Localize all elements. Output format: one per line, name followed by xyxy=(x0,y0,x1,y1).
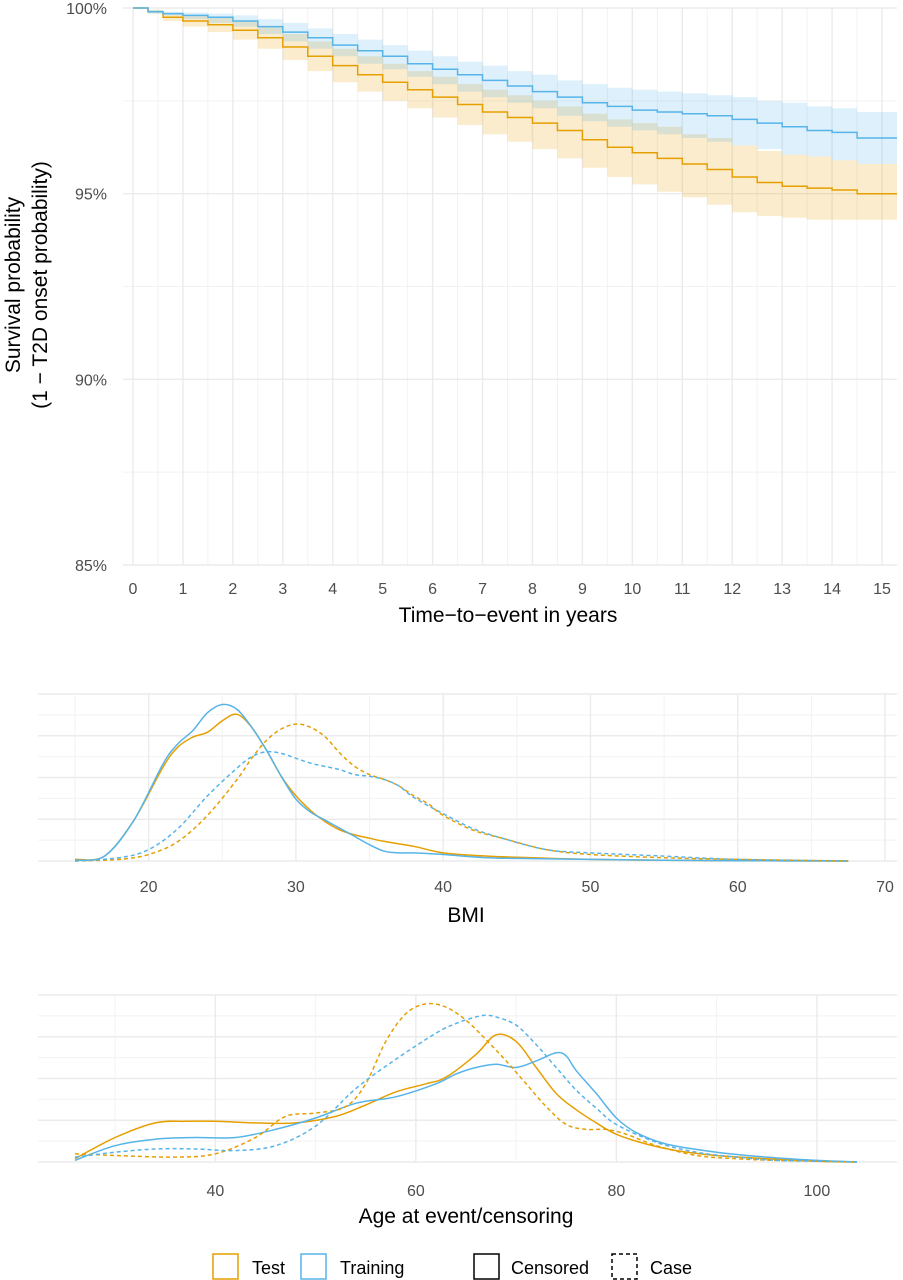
bmi-grid xyxy=(38,693,897,862)
survival-line-training xyxy=(133,7,897,139)
survival-x-tick-label: 7 xyxy=(478,581,487,598)
bmi-x-tick-label: 60 xyxy=(729,879,747,896)
legend-key-censored xyxy=(473,1253,500,1280)
survival-y-tick-label: 100% xyxy=(66,1,107,18)
legend-label-censored: Censored xyxy=(511,1258,589,1278)
bmi-x-axis-title: BMI xyxy=(447,904,484,927)
age-x-axis-title: Age at event/censoring xyxy=(359,1205,574,1228)
survival-x-tick-label: 3 xyxy=(278,581,287,598)
age-density-test-censored xyxy=(74,1033,858,1163)
bmi-x-tick-label: 50 xyxy=(582,879,600,896)
bmi-density-test-case xyxy=(74,723,849,862)
age-x-tick-label: 100 xyxy=(804,1183,831,1200)
legend: Test Training Censored Case xyxy=(212,1253,692,1280)
survival-x-tick-label: 14 xyxy=(823,581,841,598)
age-density-lines xyxy=(74,1002,858,1163)
survival-x-tick-label: 15 xyxy=(873,581,891,598)
age-density-panel: 40 60 80 100 Age at event/censoring xyxy=(38,994,897,1228)
survival-x-ticks: 0 1 2 3 4 5 6 7 8 9 10 11 12 13 14 15 xyxy=(129,581,891,598)
legend-label-training: Training xyxy=(340,1258,404,1278)
survival-x-tick-label: 5 xyxy=(378,581,387,598)
age-density-training-censored xyxy=(74,1051,858,1163)
bmi-density-lines xyxy=(74,703,849,862)
survival-x-tick-label: 2 xyxy=(228,581,237,598)
survival-lines xyxy=(133,7,897,195)
bmi-x-tick-label: 20 xyxy=(140,879,158,896)
age-grid xyxy=(38,994,897,1163)
survival-x-tick-label: 11 xyxy=(674,581,691,598)
age-density-training-case xyxy=(74,1014,858,1163)
bmi-x-tick-label: 30 xyxy=(287,879,305,896)
survival-y-axis-title-line1: Survival probability xyxy=(2,196,25,373)
bmi-density-panel: 20 30 40 50 60 70 BMI xyxy=(38,693,897,927)
bmi-x-ticks: 20 30 40 50 60 70 xyxy=(140,879,894,896)
age-x-tick-label: 80 xyxy=(607,1183,625,1200)
age-x-tick-label: 40 xyxy=(206,1183,224,1200)
survival-x-tick-label: 1 xyxy=(178,581,187,598)
bmi-x-tick-label: 70 xyxy=(876,879,894,896)
survival-x-tick-label: 6 xyxy=(428,581,437,598)
bmi-density-training-censored xyxy=(74,703,849,862)
legend-label-test: Test xyxy=(252,1258,285,1278)
survival-y-ticks: 85% 90% 95% 100% xyxy=(66,1,107,575)
survival-x-tick-label: 0 xyxy=(129,581,138,598)
survival-x-tick-label: 9 xyxy=(578,581,587,598)
survival-ci-band-test xyxy=(133,8,897,220)
survival-y-tick-label: 85% xyxy=(75,558,107,575)
bmi-density-test-censored xyxy=(74,713,849,862)
age-x-ticks: 40 60 80 100 xyxy=(206,1183,830,1200)
survival-panel: 0 1 2 3 4 5 6 7 8 9 10 11 12 13 14 15 85%90%95%100% Tim… xyxy=(2,1,897,627)
legend-key-case xyxy=(611,1253,638,1280)
survival-y-tick-label: 90% xyxy=(75,372,107,389)
bmi-x-tick-label: 40 xyxy=(434,879,452,896)
legend-key-test xyxy=(212,1253,239,1280)
survival-x-tick-label: 4 xyxy=(328,581,337,598)
legend-label-case: Case xyxy=(650,1258,692,1278)
survival-x-tick-label: 10 xyxy=(623,581,641,598)
survival-y-axis-title-line2: (1 − T2D onset probability) xyxy=(29,161,52,409)
survival-x-tick-label: 12 xyxy=(723,581,741,598)
legend-key-training xyxy=(300,1253,327,1280)
survival-x-tick-label: 13 xyxy=(773,581,791,598)
survival-line-test xyxy=(133,7,897,195)
survival-x-tick-label: 8 xyxy=(528,581,537,598)
survival-y-tick-label: 95% xyxy=(75,187,107,204)
survival-x-axis-title: Time−to−event in years xyxy=(399,604,618,627)
age-density-test-case xyxy=(74,1002,858,1163)
bmi-density-training-case xyxy=(74,750,849,862)
age-x-tick-label: 60 xyxy=(407,1183,425,1200)
survival-grid xyxy=(123,7,897,566)
